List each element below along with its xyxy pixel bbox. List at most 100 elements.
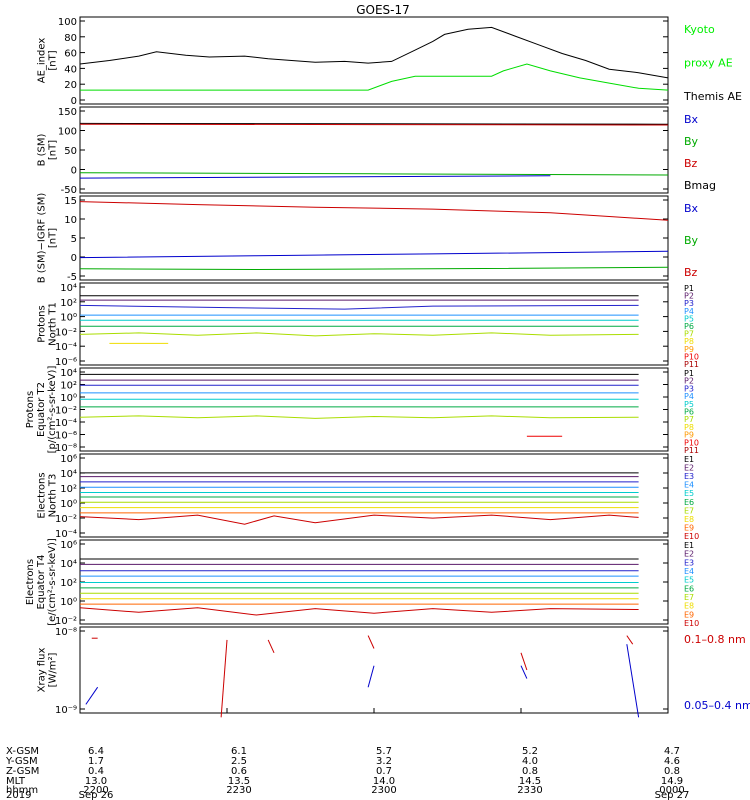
y-tick-label: 10⁻⁸ [55,443,77,454]
y-axis-label: Electrons [25,559,36,605]
y-axis-label: Xray flux [37,648,48,693]
y-tick-label: 150 [58,107,77,118]
legend-entry: P5 [684,314,694,323]
legend-entry: P9 [684,345,694,354]
legend-entry: P6 [684,322,694,331]
legend-entry: E10 [684,619,699,628]
y-tick-label: 10⁰ [60,499,77,510]
y-axis-label: Equator T2 [36,382,47,437]
y-axis-label: Electrons [37,472,48,518]
legend-entry: P7 [684,330,694,339]
legend-entry: By [684,234,699,247]
series-line-by [79,266,669,271]
y-axis-label: [e/(cm²-s-sr-keV)] [47,538,58,626]
legend-entry: P4 [684,392,694,401]
y-tick-label: 10⁻² [55,514,77,525]
x-row-value: 0.8 [664,766,680,777]
y-tick-label: 10⁻² [55,616,77,627]
legend-entry: P10 [684,352,699,361]
y-tick-label: 10⁴ [60,469,77,480]
legend-entry: E2 [684,550,694,559]
x-row-value: 3.2 [376,756,392,767]
x-row-value: 6.4 [88,746,104,757]
y-axis-label: AE_index [37,38,48,84]
y-tick-label: 60 [64,49,77,60]
series-line-0-05-0-4-nm [85,686,99,705]
legend-entry: E6 [684,584,694,593]
y-tick-label: 10⁻⁹ [55,705,77,716]
legend-entry: 0.05–0.4 nm [684,699,750,712]
y-tick-label: 10⁴ [60,283,77,294]
x-row-value: 2230 [226,785,251,796]
y-tick-label: 10 [64,215,77,226]
series-line-0-05-0-4-nm [520,665,528,679]
x-row-value: 0.8 [522,766,538,777]
y-axis-label: [p/(cm²-s-sr-keV)] [47,366,58,454]
y-axis-label: [nT] [48,140,59,160]
y-tick-label: 80 [64,33,77,44]
legend-entry: proxy AE [684,57,733,70]
legend-entry: 0.1–0.8 nm [684,633,746,646]
legend-entry: E9 [684,610,694,619]
x-row-value: 4.6 [664,756,680,767]
y-axis-label: North T3 [48,474,59,518]
series-line-themis-ae [79,26,669,79]
x-row-value: 13.0 [85,776,107,787]
series-line-p3 [79,304,639,310]
legend-entry: E7 [684,506,694,515]
x-row-value: Sep 26 [79,790,114,800]
legend-entry: E1 [684,541,694,550]
panel-8: 10⁻⁸ 10⁻⁹ Xray flux [W/m²] 0.1–0.8 nm 0.05–0.… [37,626,750,718]
y-tick-label: 10⁶ [60,540,77,551]
legend-entry: E2 [684,464,694,473]
legend-entry: P3 [684,299,694,308]
legend-entry: P11 [684,360,699,369]
legend-entry: Kyoto [684,23,715,36]
x-row-value: 6.1 [231,746,247,757]
legend-entry: E10 [684,532,699,541]
x-row-value: 5.7 [376,746,392,757]
series-line-bx [79,175,551,179]
series-line-e10 [79,514,639,525]
panel-7: 10⁶ 10⁴ 10² 10⁰ 10⁻² Electrons Equator T4 [e/(c… [25,538,699,628]
x-row-label: 2019 [6,790,31,800]
legend-entry: E5 [684,576,694,585]
legend-entry: By [684,135,699,148]
legend-entry: E6 [684,498,694,507]
legend-entry: P1 [684,369,694,378]
y-tick-label: 0 [71,253,77,264]
y-tick-label: 20 [64,80,77,91]
legend-entry: Bx [684,113,699,126]
y-tick-label: 10⁻² [55,327,77,338]
series-line-0-05-0-4-nm [626,644,640,718]
y-tick-label: 50 [64,146,77,157]
panel-frame [79,453,669,538]
series-line-0-1-0-8-nm [367,635,375,649]
x-row-label: MLT [6,776,26,787]
series-line-e10 [79,607,639,616]
y-tick-label: 10⁴ [60,559,77,570]
y-tick-label: 10⁻⁴ [55,529,77,540]
y-axis-label: B (SM) [37,133,48,166]
panel-4: 10⁴ 10² 10⁰ 10⁻² 10⁻⁴ 10⁻⁶ Protons North T1 P1P2… [37,282,699,369]
legend-entry: E8 [684,602,694,611]
y-axis-label: Protons [37,305,48,342]
legend-entry: P1 [684,284,694,293]
series-line-p7 [79,415,639,419]
legend-entry: Bx [684,202,699,215]
y-tick-label: 10² [60,381,77,392]
legend-entry: P8 [684,337,694,346]
panel-1: 100 80 60 40 20 0 AE_index [nT] Kyoto proxy AE The… [37,16,742,107]
legend-entry: P4 [684,307,694,316]
legend-entry: E1 [684,455,694,464]
panel-frame [79,16,669,105]
x-row-value: 4.0 [522,756,538,767]
panel-frame [79,106,669,194]
legend-entry: Themis AE [683,90,742,103]
series-line-bmag [79,122,669,125]
panel-3: 15 10 5 0 -5 B (SM)−IGRF (SM) [nT] Bx By Bz [37,193,699,284]
legend-entry: E4 [684,481,694,490]
legend-entry: P7 [684,415,694,424]
